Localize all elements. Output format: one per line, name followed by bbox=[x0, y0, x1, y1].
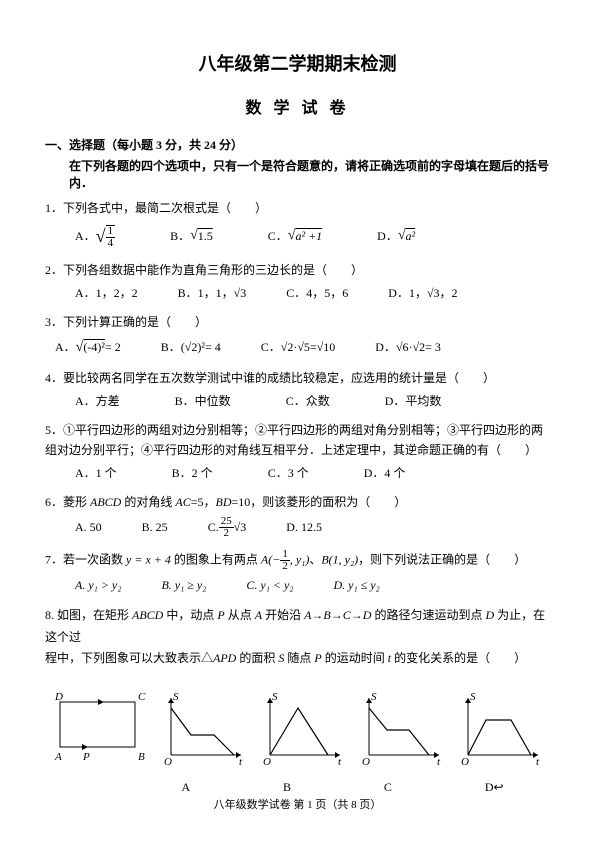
q8-text: 8. 如图，在矩形 ABCD 中，动点 P 从点 A 开始沿 A→B→C→D 的… bbox=[45, 605, 550, 670]
instruction: 在下列各题的四个选项中，只有一个是符合题意的，请将正确选项前的字母填在题后的括号… bbox=[45, 157, 550, 191]
q7-opt-b: B. y₁ ≥ y₂ bbox=[161, 576, 206, 595]
q1-opt-d: D．√a² bbox=[377, 225, 415, 247]
q4-text: 4．要比较两名同学在五次数学测试中谁的成绩比较稳定，应选用的统计量是（ ） bbox=[45, 369, 550, 388]
graph-d: S O t bbox=[456, 690, 546, 770]
question-2: 2．下列各组数据中能作为直角三角形的三边长的是（ ） A．1，2，2 B．1，1… bbox=[45, 261, 550, 303]
q4-opt-d: D．平均数 bbox=[385, 392, 442, 411]
q2-opt-b: B．1，1，√3 bbox=[178, 284, 247, 303]
q7-text: 7．若一次函数 y = x + 4 的图象上有两点 A(−12, y₁)、B(1… bbox=[45, 549, 550, 572]
page-footer: 八年级数学试卷 第 1 页（共 8 页） bbox=[0, 796, 595, 812]
svg-text:S: S bbox=[470, 691, 476, 703]
svg-text:O: O bbox=[461, 756, 469, 768]
graph-c: S O t bbox=[357, 690, 447, 770]
question-4: 4．要比较两名同学在五次数学测试中谁的成绩比较稳定，应选用的统计量是（ ） A．… bbox=[45, 369, 550, 411]
svg-text:P: P bbox=[82, 751, 90, 763]
q7-opt-d: D. y₁ ≤ y₂ bbox=[333, 576, 379, 595]
svg-text:S: S bbox=[173, 691, 179, 703]
q4-opt-b: B．中位数 bbox=[175, 392, 231, 411]
q6-opt-c: C. 252√3 bbox=[208, 516, 247, 539]
q3-text: 3．下列计算正确的是（ ） bbox=[45, 313, 550, 332]
q1-opt-a: A． √14 bbox=[75, 222, 115, 251]
q5-opt-c: C．3 个 bbox=[268, 464, 309, 483]
svg-text:O: O bbox=[164, 756, 172, 768]
lbl-a: A bbox=[181, 780, 190, 795]
q3-opt-a: A．√(-4)² = 2 bbox=[55, 337, 121, 359]
q5-opt-b: B．2 个 bbox=[172, 464, 213, 483]
svg-text:t: t bbox=[536, 756, 540, 768]
question-8: 8. 如图，在矩形 ABCD 中，动点 P 从点 A 开始沿 A→B→C→D 的… bbox=[45, 605, 550, 670]
lbl-b: B bbox=[283, 780, 291, 795]
q7-opt-a: A. y₁ > y₂ bbox=[75, 576, 121, 595]
rect-diagram: D C A P B bbox=[50, 690, 150, 770]
svg-text:t: t bbox=[437, 756, 441, 768]
question-5: 5．①平行四边形的两组对边分别相等；②平行四边形的两组对角分别相等；③平行四边形… bbox=[45, 421, 550, 483]
lbl-d: D↩ bbox=[485, 780, 504, 795]
svg-text:D: D bbox=[54, 691, 63, 703]
q1-opt-b: B．√1.5 bbox=[170, 225, 213, 247]
svg-text:t: t bbox=[338, 756, 342, 768]
q5-opt-a: A．1 个 bbox=[75, 464, 117, 483]
svg-text:O: O bbox=[263, 756, 271, 768]
svg-text:B: B bbox=[138, 751, 145, 763]
q2-opt-d: D．1，√3，2 bbox=[388, 284, 457, 303]
section-header: 一、选择题（每小题 3 分，共 24 分） bbox=[45, 136, 550, 153]
q6-text: 6．菱形 ABCD 的对角线 AC=5，BD=10，则该菱形的面积为（ ） bbox=[45, 493, 550, 512]
q8-diagrams: D C A P B S O t S O t S O t S O t bbox=[45, 690, 550, 770]
q2-opt-a: A．1，2，2 bbox=[75, 284, 138, 303]
sub-title: 数 学 试 卷 bbox=[45, 94, 550, 118]
q1-text: 1．下列各式中，最简二次根式是（ ） bbox=[45, 199, 550, 218]
q3-opt-d: D．√6 · √2 = 3 bbox=[375, 338, 441, 357]
q4-opt-a: A．方差 bbox=[75, 392, 120, 411]
q3-opt-c: C．√2 · √5 = √10 bbox=[261, 338, 336, 357]
q6-opt-b: B. 25 bbox=[142, 518, 168, 537]
q2-opt-c: C．4，5，6 bbox=[286, 284, 348, 303]
q6-opt-a: A. 50 bbox=[75, 518, 102, 537]
graph-b: S O t bbox=[258, 690, 348, 770]
question-1: 1．下列各式中，最简二次根式是（ ） A． √14 B．√1.5 C．√a² +… bbox=[45, 199, 550, 251]
main-title: 八年级第二学期期末检测 bbox=[45, 50, 550, 76]
svg-text:A: A bbox=[54, 751, 62, 763]
q3-opt-b: B．(√2)² = 4 bbox=[161, 338, 221, 357]
svg-text:C: C bbox=[138, 691, 146, 703]
diagram-option-labels: A B C D↩ bbox=[45, 780, 550, 795]
question-6: 6．菱形 ABCD 的对角线 AC=5，BD=10，则该菱形的面积为（ ） A.… bbox=[45, 493, 550, 539]
svg-text:S: S bbox=[371, 691, 377, 703]
q5-text: 5．①平行四边形的两组对边分别相等；②平行四边形的两组对角分别相等；③平行四边形… bbox=[45, 421, 550, 459]
q4-opt-c: C．众数 bbox=[286, 392, 330, 411]
q6-opt-d: D. 12.5 bbox=[286, 518, 322, 537]
svg-text:S: S bbox=[272, 691, 278, 703]
svg-text:O: O bbox=[362, 756, 370, 768]
question-7: 7．若一次函数 y = x + 4 的图象上有两点 A(−12, y₁)、B(1… bbox=[45, 549, 550, 595]
lbl-c: C bbox=[384, 780, 392, 795]
q7-opt-c: C. y₁ < y₂ bbox=[246, 576, 293, 595]
q2-text: 2．下列各组数据中能作为直角三角形的三边长的是（ ） bbox=[45, 261, 550, 280]
q5-opt-d: D．4 个 bbox=[364, 464, 406, 483]
graph-a: S O t bbox=[159, 690, 249, 770]
question-3: 3．下列计算正确的是（ ） A．√(-4)² = 2 B．(√2)² = 4 C… bbox=[45, 313, 550, 359]
q1-opt-c: C．√a² +1 bbox=[268, 225, 322, 247]
svg-text:t: t bbox=[239, 756, 243, 768]
